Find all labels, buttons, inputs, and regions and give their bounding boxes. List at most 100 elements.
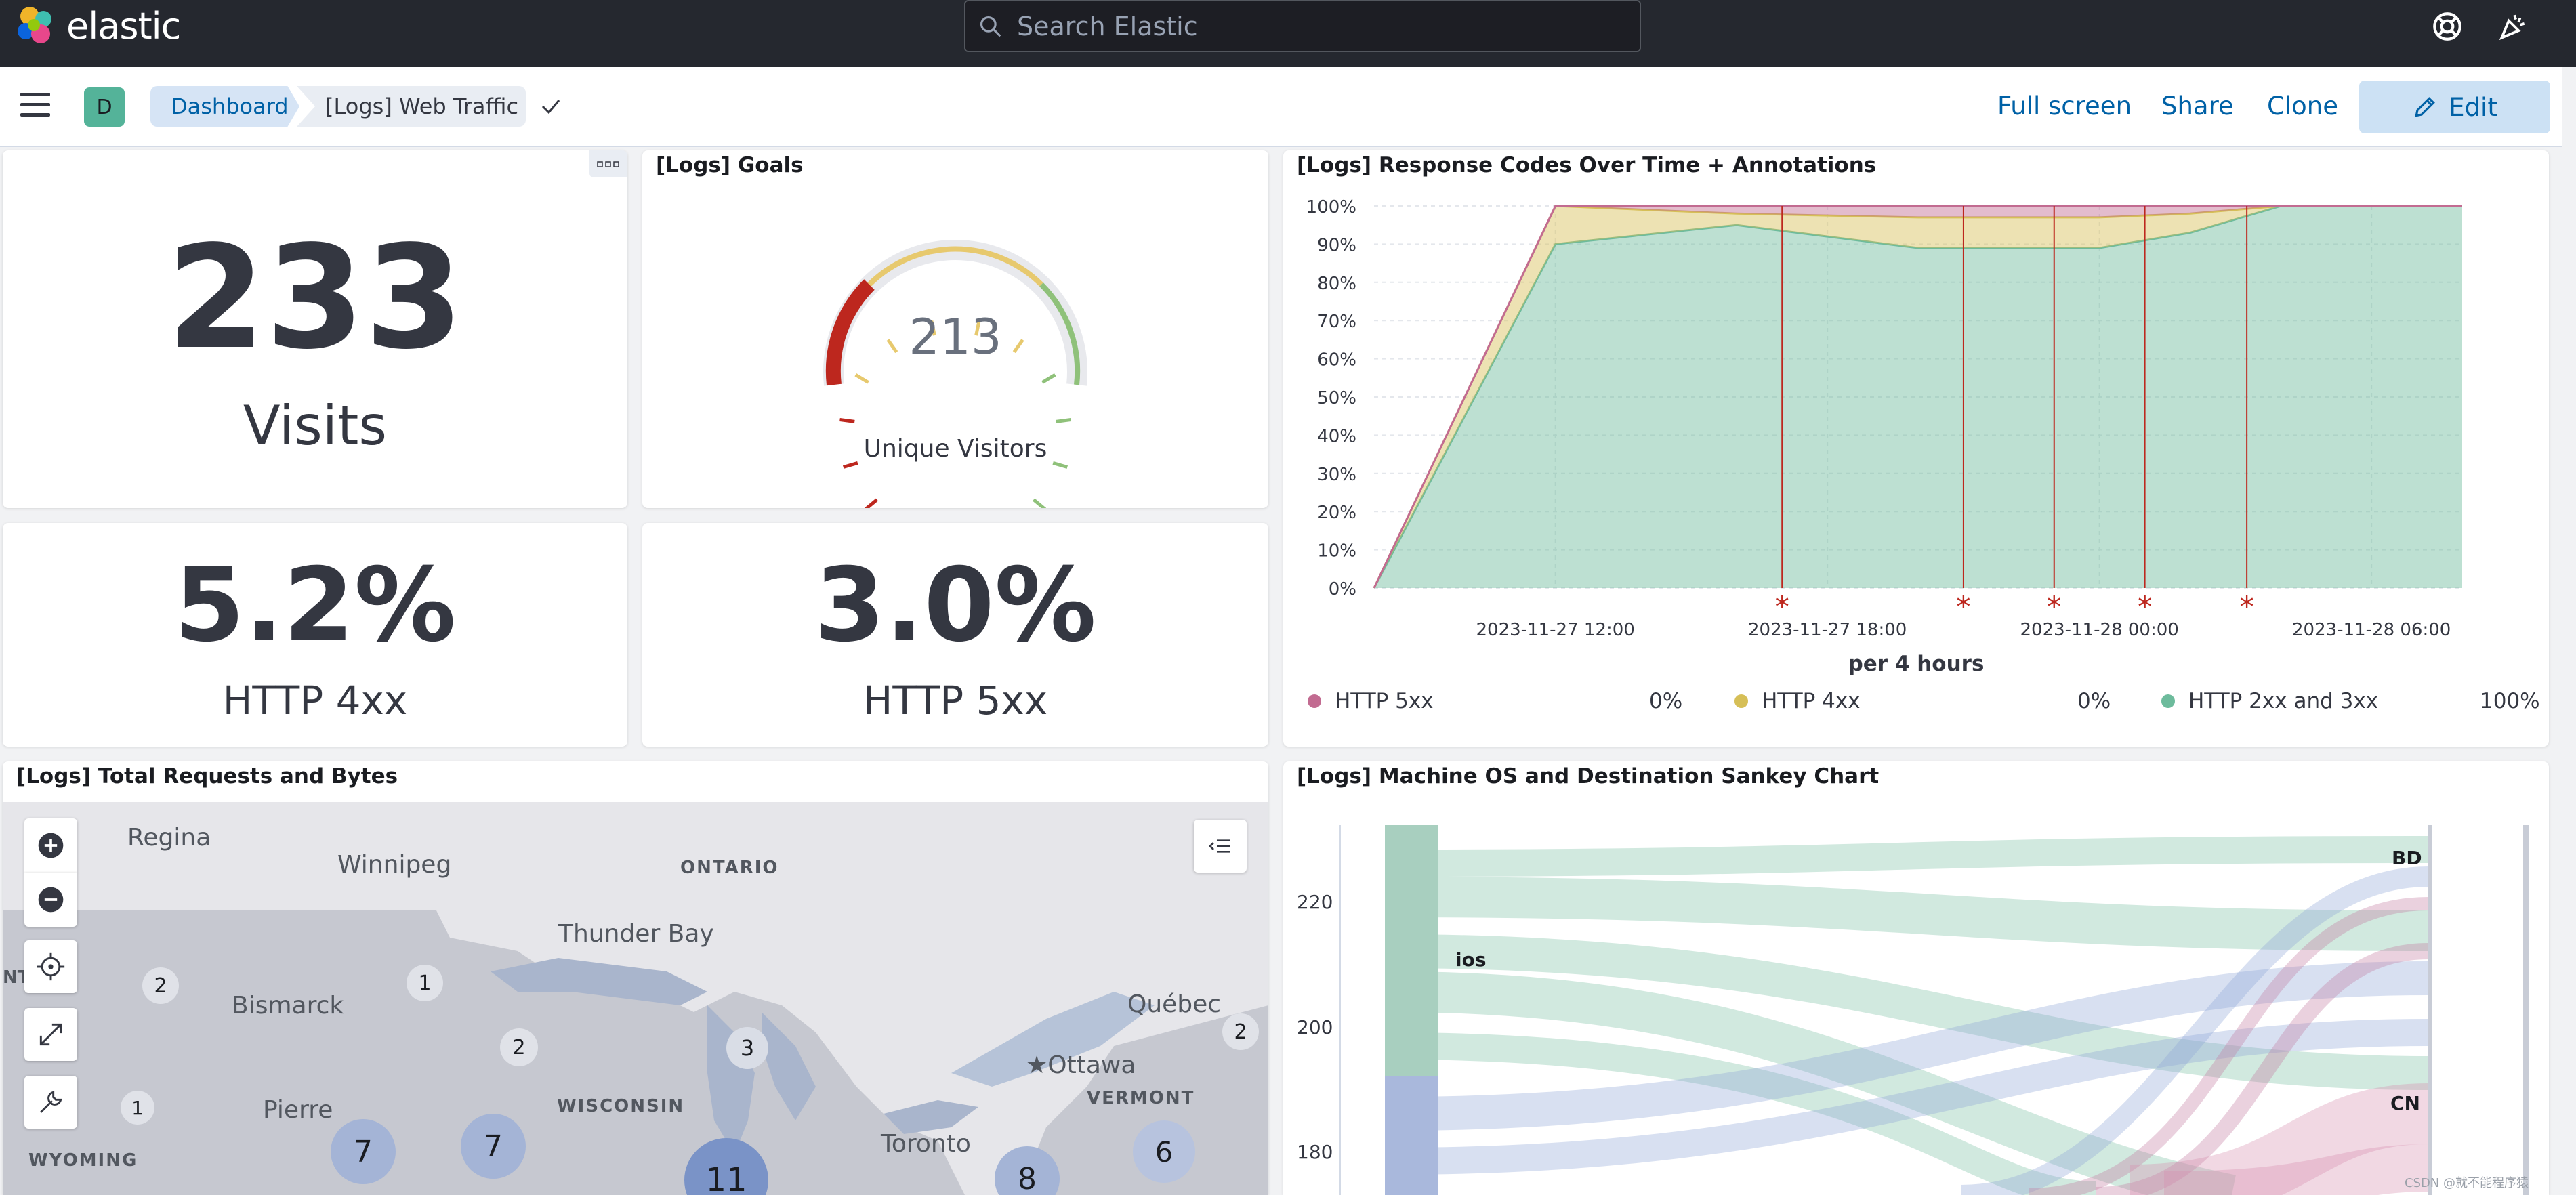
chart-areas bbox=[1373, 205, 2462, 589]
gauge-tick bbox=[886, 339, 898, 354]
fullscreen-map-button[interactable] bbox=[24, 1008, 77, 1061]
annotation-marker[interactable]: * bbox=[2047, 590, 2061, 623]
map-cluster[interactable]: 2 bbox=[500, 1028, 538, 1066]
map-canvas[interactable]: Regina Winnipeg ONTARIO Thunder Bay Bism… bbox=[3, 802, 1268, 1195]
gauge-segment-yellow bbox=[867, 246, 1043, 287]
response-codes-panel: [Logs] Response Codes Over Time + Annota… bbox=[1283, 150, 2549, 747]
map-panel: [Logs] Total Requests and Bytes Regina W… bbox=[3, 761, 1268, 1195]
map-label-toronto: Toronto bbox=[881, 1130, 971, 1158]
response-codes-title: [Logs] Response Codes Over Time + Annota… bbox=[1297, 153, 1877, 177]
news-feed-icon[interactable] bbox=[2496, 9, 2530, 43]
goals-panel: [Logs] Goals 213 Unique Visitors bbox=[642, 150, 1268, 508]
visits-label: Visits bbox=[243, 394, 388, 457]
map-cluster[interactable]: 2 bbox=[1222, 1013, 1259, 1050]
y-tick-label: 0% bbox=[1329, 579, 1356, 600]
y-tick-label: 10% bbox=[1317, 541, 1356, 562]
y-tick-label: 90% bbox=[1317, 235, 1356, 255]
map-label-regina: Regina bbox=[127, 824, 211, 852]
gauge-tick bbox=[974, 320, 981, 336]
search-placeholder: Search Elastic bbox=[1017, 11, 1198, 41]
annotation-marker[interactable]: * bbox=[1956, 590, 1970, 623]
map-cluster[interactable]: 3 bbox=[726, 1027, 768, 1069]
layer-control-button[interactable] bbox=[1194, 820, 1247, 873]
annotation-marker[interactable]: * bbox=[1775, 590, 1789, 623]
top-navigation-bar: elastic Search Elastic bbox=[0, 0, 2576, 67]
expand-icon bbox=[39, 1023, 62, 1046]
edit-button[interactable]: Edit bbox=[2359, 81, 2550, 133]
gauge-tick bbox=[839, 417, 855, 423]
map-cluster[interactable]: 1 bbox=[407, 965, 443, 1001]
breadcrumb-dashboard[interactable]: Dashboard bbox=[150, 86, 299, 127]
x-axis-ticks: 2023-11-27 12:00 2023-11-27 18:00 2023-11-… bbox=[1476, 620, 2451, 640]
check-icon[interactable] bbox=[539, 94, 563, 119]
x-tick-label: 2023-11-28 00:00 bbox=[2020, 620, 2179, 640]
response-codes-chart[interactable]: * * * * * 0%10%20%30%40%50%60%70%80%90%100% … bbox=[1283, 150, 2549, 679]
x-tick-label: 2023-11-27 18:00 bbox=[1748, 620, 1907, 640]
share-button[interactable]: Share bbox=[2161, 91, 2234, 121]
map-geography bbox=[3, 910, 1268, 1195]
y-tick-label: 60% bbox=[1317, 350, 1356, 371]
watermark: CSDN @就不能程序猿 bbox=[2404, 1176, 2529, 1190]
legend-name: HTTP 4xx bbox=[1762, 689, 1861, 713]
y-tick-label: 20% bbox=[1317, 503, 1356, 523]
plus-icon bbox=[38, 833, 64, 858]
http5xx-panel: 3.0% HTTP 5xx bbox=[642, 523, 1268, 747]
map-label-vermont: VERMONT bbox=[1087, 1088, 1195, 1108]
draw-tools-button[interactable] bbox=[24, 1076, 77, 1129]
sankey-y-tick: 200 bbox=[1297, 1016, 1333, 1039]
wrench-icon bbox=[40, 1091, 62, 1113]
collapse-left-icon bbox=[1209, 839, 1230, 853]
full-screen-button[interactable]: Full screen bbox=[1997, 91, 2132, 121]
y-axis-ticks: 0% 10% 20% 30% 40% 50% 60% 70% 80% 90% 100% bbox=[1306, 197, 1356, 600]
gauge-tick bbox=[1052, 461, 1068, 469]
annotation-marker[interactable]: * bbox=[2138, 590, 2152, 623]
search-input[interactable]: Search Elastic bbox=[964, 0, 1641, 52]
y-tick-label: 80% bbox=[1317, 274, 1356, 294]
legend-item-2xx3xx[interactable]: HTTP 2xx and 3xx bbox=[2161, 689, 2378, 713]
map-cluster[interactable]: 7 bbox=[461, 1114, 526, 1179]
legend-dot bbox=[2161, 694, 2175, 708]
app-name: elastic bbox=[66, 4, 181, 47]
map-label-ontario: ONTARIO bbox=[680, 858, 779, 878]
http5xx-label: HTTP 5xx bbox=[863, 677, 1048, 724]
sankey-y-tick: 180 bbox=[1297, 1141, 1333, 1163]
map-label-thunder-bay: Thunder Bay bbox=[558, 920, 714, 948]
sankey-title: [Logs] Machine OS and Destination Sankey… bbox=[1297, 764, 1879, 789]
legend-item-4xx[interactable]: HTTP 4xx bbox=[1734, 689, 1861, 713]
gauge-tick bbox=[1041, 373, 1056, 384]
sankey-node-label-bd: BD bbox=[2392, 847, 2422, 869]
legend-item-5xx[interactable]: HTTP 5xx bbox=[1308, 689, 1434, 713]
sankey-links bbox=[1391, 836, 2429, 1195]
menu-toggle-icon[interactable] bbox=[20, 93, 50, 117]
gauge-tick bbox=[843, 461, 858, 469]
map-cluster[interactable]: 7 bbox=[331, 1119, 396, 1184]
map-cluster[interactable]: 8 bbox=[995, 1146, 1060, 1195]
map-cluster[interactable]: 6 bbox=[1133, 1120, 1195, 1183]
sankey-scrollbar[interactable] bbox=[2523, 825, 2529, 1195]
sankey-node-label-ios: ios bbox=[1455, 948, 1487, 971]
elastic-logo[interactable]: elastic bbox=[14, 4, 181, 47]
clone-button[interactable]: Clone bbox=[2267, 91, 2338, 121]
map-label-winnipeg: Winnipeg bbox=[337, 851, 452, 879]
help-icon[interactable] bbox=[2430, 9, 2464, 43]
zoom-out-button[interactable] bbox=[24, 873, 77, 927]
zoom-in-button[interactable] bbox=[24, 818, 77, 873]
sankey-chart[interactable]: 220 200 180 ios BD CN bbox=[1283, 761, 2549, 1195]
y-tick-label: 70% bbox=[1317, 312, 1356, 332]
y-tick-label: 30% bbox=[1317, 465, 1356, 485]
space-avatar[interactable]: D bbox=[84, 87, 125, 127]
edit-button-label: Edit bbox=[2449, 92, 2497, 122]
map-cluster[interactable]: 2 bbox=[142, 967, 179, 1004]
area-series[interactable] bbox=[1374, 206, 2462, 588]
sankey-node-other[interactable] bbox=[1385, 1076, 1438, 1195]
http4xx-value: 5.2% bbox=[173, 547, 456, 665]
set-view-button[interactable] bbox=[24, 940, 77, 993]
map-cluster[interactable]: 1 bbox=[121, 1091, 154, 1125]
panel-options-icon[interactable] bbox=[589, 150, 627, 177]
legend-dot bbox=[1734, 694, 1748, 708]
legend-name: HTTP 5xx bbox=[1335, 689, 1434, 713]
minus-icon bbox=[38, 887, 64, 913]
annotation-marker[interactable]: * bbox=[2240, 590, 2254, 623]
sankey-node-ios[interactable] bbox=[1385, 825, 1438, 1076]
gauge-tick bbox=[1012, 339, 1024, 354]
